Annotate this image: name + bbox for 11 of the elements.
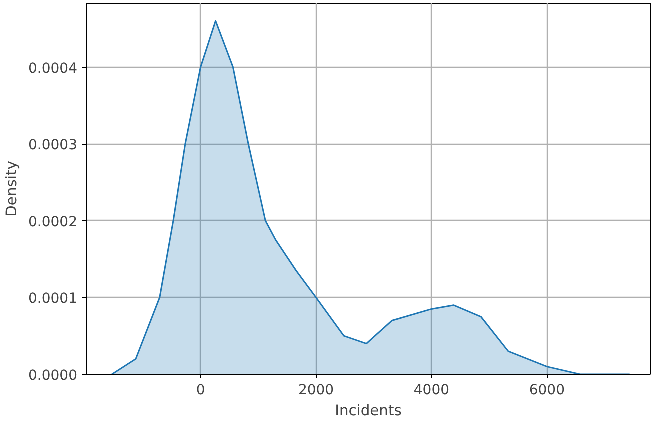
y-tick-label: 0.0004: [28, 60, 78, 77]
x-axis-title: Incidents: [335, 402, 402, 420]
y-tick-label: 0.0000: [28, 368, 78, 384]
y-tick-label: 0.0003: [28, 138, 78, 154]
y-tick-label: 0.0001: [28, 291, 78, 308]
x-tick-label: 4000: [414, 382, 450, 398]
x-tick-label: 0: [196, 382, 206, 398]
x-tick-label: 2000: [298, 382, 334, 398]
y-axis-title: Density: [4, 160, 21, 217]
y-tick-label: 0.0002: [28, 214, 78, 230]
x-tick-label: 6000: [529, 382, 565, 398]
